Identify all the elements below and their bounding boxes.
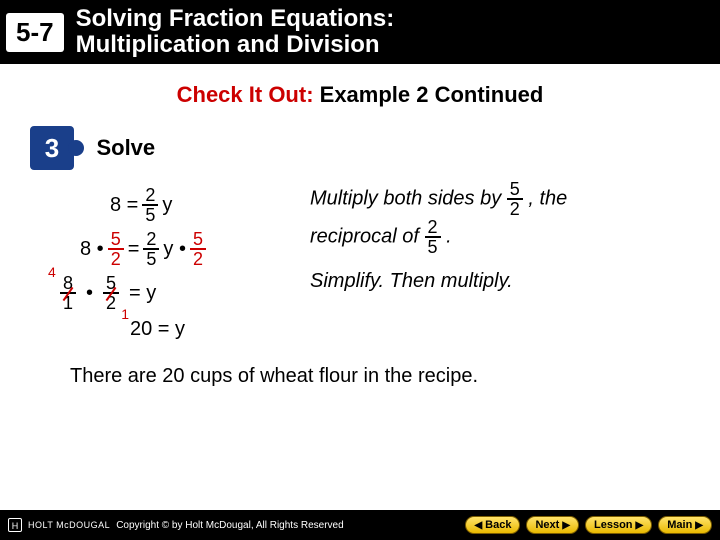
- publisher-name: HOLT McDOUGAL: [28, 520, 110, 530]
- publisher-logo-icon: H: [8, 518, 22, 532]
- eq2-f2n: 2: [143, 230, 159, 250]
- exp1-d: 2: [507, 200, 523, 218]
- next-label: Next: [535, 519, 559, 531]
- eq2-a: 8 •: [80, 238, 104, 261]
- title-line-1: Solving Fraction Equations:: [76, 6, 395, 32]
- back-label: Back: [485, 519, 511, 531]
- eq3-frac1-wrap: 4 8 1: [60, 274, 76, 312]
- explain-line-3: Simplify. Then multiply.: [310, 270, 690, 293]
- equation-row-3: 4 8 1 • 5 2 1 = y: [60, 274, 310, 312]
- exp2-d: 5: [425, 238, 441, 256]
- explain-line-2: reciprocal of 2 5 .: [310, 218, 690, 256]
- exp2b: .: [446, 225, 452, 247]
- equation-column: 8 = 2 5 y 8 • 5 2 = 2 5 y •: [30, 180, 310, 347]
- explanation-column: Multiply both sides by 5 2 , the recipro…: [310, 180, 690, 347]
- main-button[interactable]: Main▶: [658, 516, 712, 534]
- chevron-left-icon: ◀: [474, 520, 482, 531]
- lesson-label: Lesson: [594, 519, 633, 531]
- next-button[interactable]: Next▶: [526, 516, 579, 534]
- eq3-eqy: = y: [129, 282, 156, 305]
- eq1-den: 5: [142, 206, 158, 224]
- subtitle-rest: Example 2 Continued: [314, 82, 544, 107]
- eq4-text: 20 = y: [130, 318, 185, 341]
- eq2-eq: =: [128, 238, 140, 261]
- footer-bar: H HOLT McDOUGAL Copyright © by Holt McDo…: [0, 510, 720, 540]
- eq2-f1n: 5: [108, 230, 124, 250]
- eq3-sub2: 1: [121, 306, 129, 322]
- eq1-lhs: 8 =: [110, 194, 138, 217]
- chevron-right-icon: ▶: [695, 520, 703, 531]
- eq2-frac1: 5 2: [108, 230, 124, 268]
- chevron-right-icon: ▶: [562, 520, 570, 531]
- eq3-d1: 1: [60, 294, 76, 312]
- main-label: Main: [667, 519, 692, 531]
- header-bar: 5-7 Solving Fraction Equations: Multipli…: [0, 0, 720, 64]
- eq3-frac2-wrap: 5 2 1: [103, 274, 119, 312]
- work-area: 8 = 2 5 y 8 • 5 2 = 2 5 y •: [30, 180, 690, 347]
- exp1b: , the: [528, 187, 567, 209]
- eq2-f1d: 2: [108, 250, 124, 268]
- footer-left: H HOLT McDOUGAL Copyright © by Holt McDo…: [8, 518, 344, 532]
- equation-row-4: 20 = y: [130, 318, 310, 341]
- chevron-right-icon: ▶: [636, 520, 644, 531]
- page-subtitle: Check It Out: Example 2 Continued: [0, 82, 720, 108]
- step-label: Solve: [96, 135, 155, 160]
- conclusion-text: There are 20 cups of wheat flour in the …: [70, 365, 690, 388]
- exp1a: Multiply both sides by: [310, 187, 507, 209]
- eq3-d2: 2: [103, 294, 119, 312]
- subtitle-prefix: Check It Out:: [177, 82, 314, 107]
- step-number: 3: [30, 126, 74, 170]
- exp1-frac: 5 2: [507, 180, 523, 218]
- copyright-text: Copyright © by Holt McDougal, All Rights…: [116, 520, 343, 531]
- exp2a: reciprocal of: [310, 225, 425, 247]
- content-area: 3 Solve 8 = 2 5 y 8 • 5 2 = 2: [0, 108, 720, 388]
- eq3-sup1: 4: [48, 264, 56, 280]
- exp2-frac: 2 5: [425, 218, 441, 256]
- eq2-y: y •: [163, 238, 186, 261]
- exp1-n: 5: [507, 180, 523, 200]
- eq2-f3d: 2: [190, 250, 206, 268]
- eq1-y: y: [162, 194, 172, 217]
- eq1-fraction: 2 5: [142, 186, 158, 224]
- equation-row-1: 8 = 2 5 y: [110, 186, 310, 224]
- eq1-num: 2: [142, 186, 158, 206]
- title-line-2: Multiplication and Division: [76, 32, 395, 58]
- explain-line-1: Multiply both sides by 5 2 , the: [310, 180, 690, 218]
- footer-nav: ◀Back Next▶ Lesson▶ Main▶: [465, 516, 712, 534]
- eq3-dot: •: [86, 282, 93, 305]
- eq2-frac3: 5 2: [190, 230, 206, 268]
- equation-row-2: 8 • 5 2 = 2 5 y • 5 2: [80, 230, 310, 268]
- lesson-title: Solving Fraction Equations: Multiplicati…: [76, 6, 395, 59]
- eq2-frac2: 2 5: [143, 230, 159, 268]
- eq2-f3n: 5: [190, 230, 206, 250]
- step-puzzle-icon: 3: [30, 126, 74, 170]
- eq2-f2d: 5: [143, 250, 159, 268]
- lesson-number: 5-7: [6, 13, 64, 52]
- lesson-button[interactable]: Lesson▶: [585, 516, 652, 534]
- back-button[interactable]: ◀Back: [465, 516, 520, 534]
- exp2-n: 2: [425, 218, 441, 238]
